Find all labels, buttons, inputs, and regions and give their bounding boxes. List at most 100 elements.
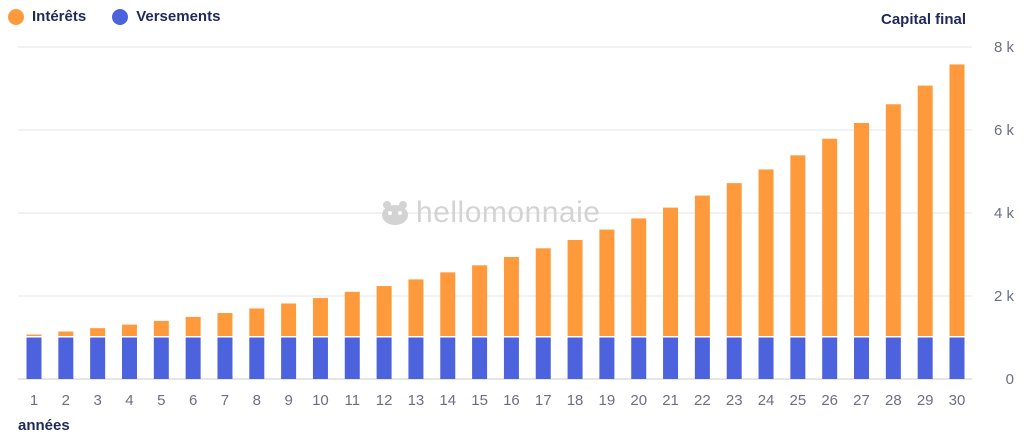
- hippo-logo-icon: [382, 201, 408, 225]
- bar-versements[interactable]: [153, 337, 169, 380]
- bar-versements[interactable]: [790, 337, 806, 380]
- legend-item-interets[interactable]: Intérêts: [8, 8, 86, 25]
- bar-interets[interactable]: [121, 324, 137, 336]
- x-tick-label: 25: [790, 392, 807, 409]
- bar-interets[interactable]: [726, 183, 742, 336]
- bar-versements[interactable]: [312, 337, 328, 380]
- bar-versements[interactable]: [121, 337, 137, 380]
- x-tick-label: 14: [439, 392, 456, 409]
- bar-interets[interactable]: [535, 248, 551, 336]
- bar-interets[interactable]: [599, 229, 615, 336]
- bar-versements[interactable]: [567, 337, 583, 380]
- x-tick-label: 16: [503, 392, 520, 409]
- legend-item-versements[interactable]: Versements: [112, 8, 220, 25]
- x-tick-label: 30: [949, 392, 966, 409]
- bar-versements[interactable]: [90, 337, 106, 380]
- bar-interets[interactable]: [567, 239, 583, 336]
- bar-interets[interactable]: [663, 207, 679, 336]
- bar-interets[interactable]: [631, 218, 647, 336]
- bar-versements[interactable]: [249, 337, 265, 380]
- y-tick-label: 2 k: [994, 288, 1015, 305]
- x-tick-label: 3: [93, 392, 101, 409]
- watermark-text: hellomonnaie: [416, 196, 601, 229]
- bar-versements[interactable]: [631, 337, 647, 380]
- bar-versements[interactable]: [535, 337, 551, 380]
- x-tick-label: 21: [662, 392, 679, 409]
- bar-versements[interactable]: [503, 337, 519, 380]
- x-tick-label: 7: [221, 392, 229, 409]
- bar-versements[interactable]: [917, 337, 933, 380]
- bar-interets[interactable]: [917, 85, 933, 336]
- bar-versements[interactable]: [185, 337, 201, 380]
- bar-versements[interactable]: [949, 337, 965, 380]
- bar-interets[interactable]: [790, 155, 806, 336]
- bar-interets[interactable]: [949, 64, 965, 337]
- bar-interets[interactable]: [503, 256, 519, 336]
- bar-interets[interactable]: [440, 272, 456, 336]
- bar-interets[interactable]: [472, 265, 488, 336]
- y-tick-label: 0: [1006, 371, 1014, 388]
- x-tick-label: 11: [344, 392, 360, 409]
- legend-label-interets: Intérêts: [32, 8, 87, 25]
- bar-interets[interactable]: [185, 316, 201, 336]
- x-tick-label: 22: [694, 392, 711, 409]
- bar-versements[interactable]: [58, 337, 74, 380]
- bar-interets[interactable]: [90, 328, 106, 336]
- bar-interets[interactable]: [58, 331, 74, 336]
- bar-interets[interactable]: [408, 279, 424, 336]
- x-tick-label: 24: [758, 392, 775, 409]
- bar-interets[interactable]: [312, 298, 328, 336]
- x-tick-label: 12: [376, 392, 393, 409]
- bar-interets[interactable]: [153, 320, 169, 336]
- bar-versements[interactable]: [26, 337, 42, 380]
- bar-interets[interactable]: [217, 313, 233, 336]
- x-tick-label: 29: [917, 392, 934, 409]
- bar-versements[interactable]: [408, 337, 424, 380]
- bar-versements[interactable]: [663, 337, 679, 380]
- bars-group: [26, 64, 965, 380]
- bar-interets[interactable]: [885, 104, 901, 337]
- bar-interets[interactable]: [344, 291, 360, 336]
- bar-versements[interactable]: [885, 337, 901, 380]
- bar-interets[interactable]: [822, 138, 838, 336]
- x-tick-label: 6: [189, 392, 197, 409]
- x-axis-title: années: [18, 417, 70, 434]
- bar-versements[interactable]: [822, 337, 838, 380]
- bar-interets[interactable]: [26, 334, 42, 336]
- x-tick-label: 27: [853, 392, 870, 409]
- bar-interets[interactable]: [249, 308, 265, 336]
- bar-versements[interactable]: [281, 337, 297, 380]
- bar-versements[interactable]: [344, 337, 360, 380]
- x-tick-label: 13: [408, 392, 425, 409]
- bar-versements[interactable]: [854, 337, 870, 380]
- bar-interets[interactable]: [758, 169, 774, 336]
- bar-versements[interactable]: [472, 337, 488, 380]
- bar-versements[interactable]: [440, 337, 456, 380]
- x-tick-label: 2: [62, 392, 70, 409]
- bar-versements[interactable]: [726, 337, 742, 380]
- legend-dot-versements: [112, 8, 129, 25]
- bar-interets[interactable]: [376, 286, 392, 336]
- bar-versements[interactable]: [376, 337, 392, 380]
- x-tick-label: 8: [253, 392, 261, 409]
- x-tick-label: 20: [630, 392, 647, 409]
- y-axis-ticks: 0 2 k 4 k 6 k 8 k: [994, 39, 1015, 388]
- legend-label-versements: Versements: [136, 8, 221, 25]
- x-tick-label: 4: [125, 392, 133, 409]
- bar-versements[interactable]: [217, 337, 233, 380]
- bar-interets[interactable]: [281, 303, 297, 336]
- y-tick-label: 8 k: [994, 39, 1015, 56]
- x-tick-label: 15: [471, 392, 488, 409]
- bar-interets[interactable]: [694, 195, 710, 336]
- x-tick-label: 5: [157, 392, 165, 409]
- x-tick-label: 1: [30, 392, 38, 409]
- x-tick-label: 18: [567, 392, 584, 409]
- y-tick-label: 6 k: [994, 122, 1015, 139]
- bar-interets[interactable]: [854, 122, 870, 336]
- bar-versements[interactable]: [599, 337, 615, 380]
- bar-versements[interactable]: [694, 337, 710, 380]
- bar-versements[interactable]: [758, 337, 774, 380]
- x-tick-label: 17: [535, 392, 552, 409]
- x-tick-label: 19: [599, 392, 616, 409]
